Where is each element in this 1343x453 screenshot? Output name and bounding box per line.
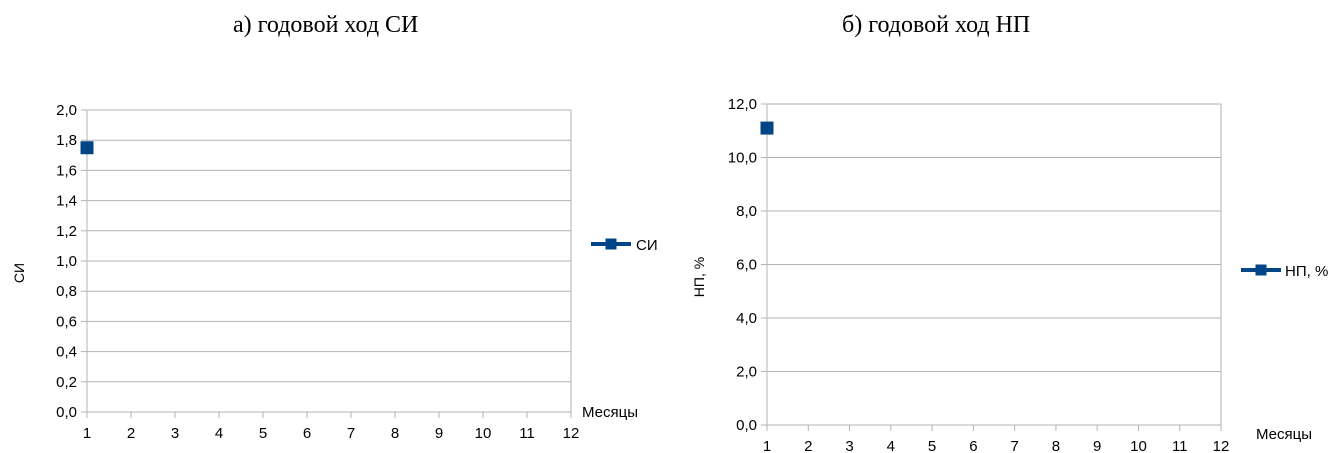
x-tick-label: 4 [215, 425, 223, 442]
x-axis-label: Месяцы [582, 404, 638, 421]
chart-b: 0,02,04,06,08,010,012,0 1 2 3 4 5 6 7 8 9 10 11 12 … [691, 96, 1328, 453]
y-tick-label: 1,2 [56, 223, 77, 240]
y-tick-label: 1,6 [56, 162, 77, 179]
y-tick-label: 0,4 [56, 344, 77, 361]
x-tick-label: 10 [1130, 438, 1147, 453]
y-tick-label: 6,0 [736, 257, 757, 274]
legend-marker [1255, 264, 1267, 276]
x-tick-label: 8 [1052, 438, 1060, 453]
y-tick-label: 1,4 [56, 193, 77, 210]
x-tick-label: 11 [519, 425, 535, 442]
y-tick-label: 0,8 [56, 283, 77, 300]
x-tick-label: 6 [303, 425, 311, 442]
legend-label: СИ [636, 237, 658, 254]
x-tick-label: 3 [171, 425, 179, 442]
y-tick-label: 2,0 [56, 102, 77, 119]
x-tick-label: 12 [1213, 438, 1230, 453]
x-tick-label: 12 [563, 425, 580, 442]
x-tick-label: 2 [127, 425, 135, 442]
y-tick-label: 12,0 [728, 96, 757, 113]
x-tick-label: 7 [1010, 438, 1018, 453]
x-tick-label: 4 [887, 438, 895, 453]
y-tick-label: 10,0 [728, 150, 757, 167]
y-axis-label: НП, % [691, 257, 707, 297]
data-point [80, 141, 94, 155]
x-tick-label: 9 [1093, 438, 1101, 453]
x-axis-label: Месяцы [1256, 426, 1312, 443]
y-tick-label: 0,0 [56, 404, 77, 421]
chart-a-title: а) годовой ход СИ [233, 12, 419, 38]
x-tick-label: 3 [845, 438, 853, 453]
x-tick-label: 5 [928, 438, 936, 453]
x-tick-label: 8 [391, 425, 399, 442]
data-point [760, 121, 774, 135]
x-tick-label: 9 [435, 425, 443, 442]
chart-b-title: б) годовой ход НП [842, 12, 1031, 38]
x-tick-label: 5 [259, 425, 267, 442]
x-tick-label: 1 [83, 425, 91, 442]
y-tick-label: 0,0 [736, 417, 757, 434]
legend: НП, % [1241, 263, 1328, 280]
y-tick-label: 2,0 [736, 364, 757, 381]
y-tick-label: 1,0 [56, 253, 77, 270]
x-tick-label: 2 [804, 438, 812, 453]
legend-label: НП, % [1285, 263, 1328, 280]
x-tick-label: 11 [1172, 438, 1188, 453]
x-tick-label: 10 [475, 425, 492, 442]
y-tick-label: 0,6 [56, 313, 77, 330]
x-tick-label: 7 [347, 425, 355, 442]
x-tick-label: 1 [763, 438, 771, 453]
y-tick-label: 4,0 [736, 310, 757, 327]
y-tick-label: 1,8 [56, 132, 77, 149]
legend: СИ [591, 237, 658, 254]
x-tick-label: 6 [969, 438, 977, 453]
y-axis-label: СИ [11, 263, 27, 283]
y-tick-label: 8,0 [736, 203, 757, 220]
y-tick-label: 0,2 [56, 374, 77, 391]
legend-marker [605, 238, 617, 250]
